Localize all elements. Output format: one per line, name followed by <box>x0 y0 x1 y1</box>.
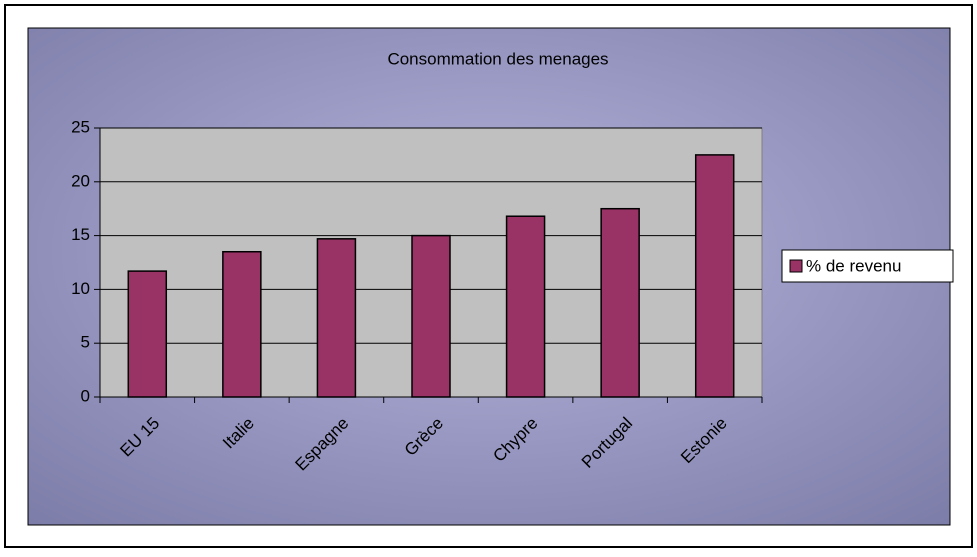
y-tick-label: 10 <box>71 279 90 298</box>
legend-box <box>781 249 954 283</box>
bar <box>316 238 357 398</box>
y-tick-label: 20 <box>71 171 90 190</box>
bar <box>127 270 168 398</box>
bar <box>694 154 735 398</box>
bar <box>222 250 262 398</box>
bar <box>600 207 640 398</box>
y-tick-label: 5 <box>81 333 90 352</box>
legend-label: % de revenu <box>806 256 901 275</box>
y-tick-label: 15 <box>71 225 90 244</box>
chart-title: Consommation des menages <box>387 49 608 68</box>
bar <box>411 234 451 398</box>
bar <box>505 215 546 398</box>
y-tick-label: 25 <box>71 117 90 136</box>
y-tick-label: 0 <box>81 386 90 405</box>
legend-swatch <box>789 259 803 273</box>
